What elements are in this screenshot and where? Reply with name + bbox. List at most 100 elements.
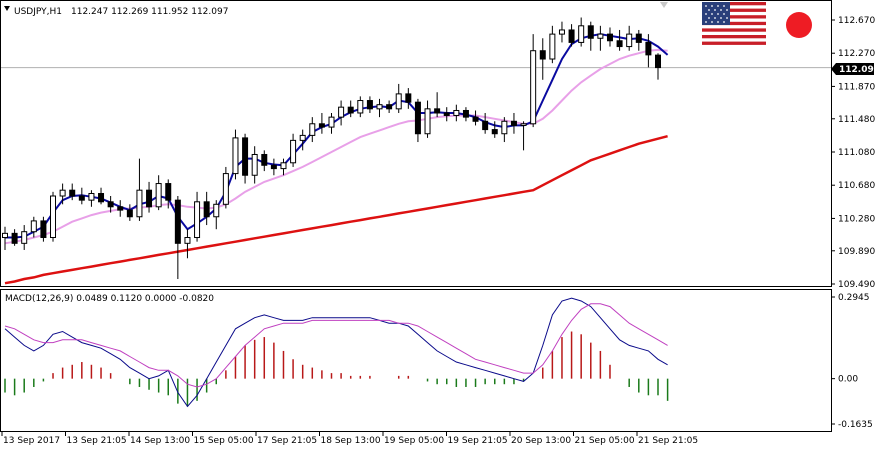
candle [376, 98, 383, 118]
price-axis: 112.670 112.270 111.870 111.480 111.080 110.6… [831, 16, 875, 290]
candle [616, 29, 623, 51]
candle [155, 175, 162, 211]
candle [50, 191, 57, 242]
candle [405, 88, 412, 109]
candle [366, 96, 373, 113]
candlestick-layer [2, 17, 661, 280]
candle [40, 216, 47, 242]
candle [645, 34, 652, 68]
time-tick-label: 13 Sep 21:05 [67, 436, 127, 446]
candle [443, 107, 450, 122]
candle [136, 158, 143, 221]
candle [414, 98, 421, 143]
candle [69, 183, 76, 201]
macd-lines-layer [4, 297, 668, 408]
price-tick-label: 109.890 [838, 247, 875, 257]
candle [626, 25, 633, 51]
candle [530, 34, 537, 128]
candle [290, 133, 297, 167]
fast-ma-line [5, 33, 669, 239]
candle [357, 96, 364, 118]
time-tick-label: 15 Sep 05:00 [194, 436, 254, 446]
candle [482, 112, 489, 134]
candle [232, 129, 239, 180]
time-tick-label: 19 Sep 05:00 [384, 436, 444, 446]
candle [510, 112, 517, 134]
time-tick-label: 18 Sep 13:00 [321, 436, 381, 446]
candle [117, 200, 124, 217]
candle [597, 25, 604, 51]
current-price-value: 112.097 [839, 65, 875, 75]
candle [501, 117, 508, 143]
candle [520, 121, 527, 151]
time-tick-label: 20 Sep 13:00 [511, 436, 571, 446]
symbol-label: USDJPY,H1 [14, 7, 62, 17]
candle [462, 107, 469, 122]
candle [318, 112, 325, 134]
candle [655, 53, 661, 80]
macd-header-label: MACD(12,26,9) 0.0489 0.1120 0.0000 -0.08… [5, 294, 214, 304]
candle [21, 225, 28, 250]
time-tick-label: 21 Sep 21:05 [638, 436, 698, 446]
candle [30, 216, 37, 238]
candle [434, 92, 441, 118]
macd-histogram-layer [4, 331, 669, 407]
time-tick-label: 13 Sep 2017 [3, 436, 60, 446]
candle [424, 100, 431, 138]
candle [347, 100, 354, 118]
candle [98, 187, 105, 205]
candle [568, 24, 575, 47]
candle [2, 226, 8, 250]
price-tick-label: 110.680 [838, 181, 875, 191]
candle [395, 83, 402, 113]
chart-shift-marker-icon[interactable] [660, 2, 668, 8]
slow-ma-line [4, 134, 668, 285]
candle [472, 110, 479, 126]
macd-tick-label: -0.1635 [838, 420, 873, 430]
current-price-badge: 112.097 [831, 63, 875, 75]
candle [338, 100, 345, 126]
candle [88, 190, 95, 207]
time-tick-label: 17 Sep 21:05 [257, 436, 317, 446]
mid-ma-line [4, 48, 668, 245]
candle [146, 181, 153, 213]
us-flag-icon [702, 2, 766, 45]
candle [59, 183, 66, 205]
price-tick-label: 109.490 [838, 280, 875, 290]
candle [107, 196, 114, 213]
macd-panel-frame [0, 289, 832, 432]
candle [328, 112, 335, 134]
candle [213, 200, 220, 230]
candle [453, 104, 460, 122]
time-axis: 13 Sep 2017 13 Sep 21:05 14 Sep 13:00 15 Se… [1, 432, 698, 446]
candle [587, 21, 594, 51]
candle [222, 166, 229, 209]
candle [299, 129, 306, 151]
candle [386, 100, 393, 113]
price-tick-label: 111.080 [838, 148, 875, 158]
macd-tick-label: 0.00 [838, 375, 858, 385]
candle [635, 29, 642, 51]
symbol-header: USDJPY,H1 112.247 112.269 111.952 112.09… [4, 6, 228, 17]
macd-line [4, 297, 668, 408]
candle [11, 229, 18, 246]
candle [558, 21, 565, 43]
macd-axis: 0.2945 0.00 -0.1635 [831, 293, 873, 430]
candle [606, 27, 613, 47]
ohlc-label: 112.247 112.269 111.952 112.097 [71, 7, 228, 17]
candle [539, 38, 546, 80]
candle [174, 196, 181, 280]
red-dot-icon [786, 12, 812, 38]
main-panel-frame [0, 0, 832, 287]
time-tick-label: 19 Sep 21:05 [448, 436, 508, 446]
moving-average-layer [4, 33, 669, 285]
candle [242, 133, 249, 184]
candle [578, 17, 585, 47]
candle [280, 158, 287, 176]
down-triangle-icon [4, 6, 10, 11]
candle [184, 229, 191, 259]
candle [261, 150, 268, 172]
signal-line [4, 303, 668, 388]
candle [491, 121, 498, 138]
